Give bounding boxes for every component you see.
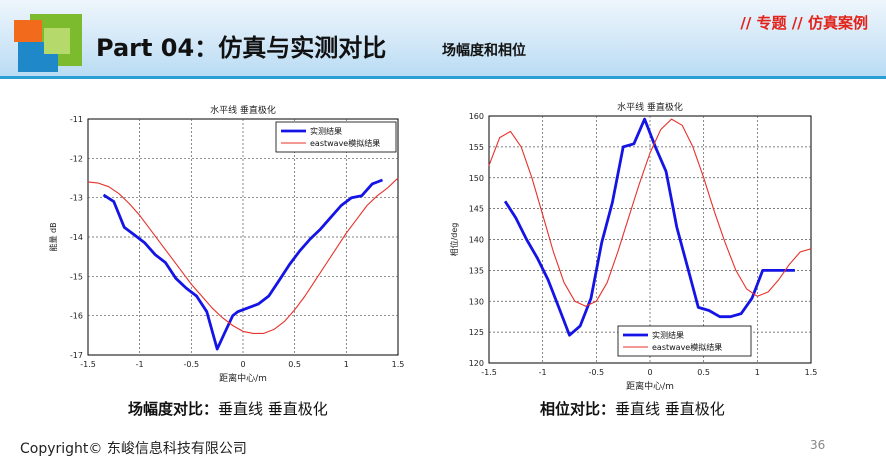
legend-box xyxy=(617,325,752,357)
phase-caption-bold: 相位对比： xyxy=(540,400,616,418)
x-tick-label: 1.5 xyxy=(805,368,818,377)
legend-entry: eastwave模拟结果 xyxy=(310,138,380,148)
y-tick-label: 145 xyxy=(469,205,484,214)
legend-entry: eastwave模拟结果 xyxy=(652,342,722,352)
x-tick-label: -1 xyxy=(136,360,144,369)
y-tick-label: -13 xyxy=(70,194,83,203)
amplitude-caption: 场幅度对比：垂直线 垂直极化 xyxy=(128,398,328,419)
legend-box xyxy=(275,121,397,153)
legend-entry: 实测结果 xyxy=(310,126,342,136)
company-logo xyxy=(14,14,82,72)
page-subtitle: 场幅度和相位 xyxy=(442,43,526,59)
x-tick-label: -1.5 xyxy=(80,360,96,369)
phase-chart: -1.5 -1 -0.5 0 0.5 1 1.5 160 155 150 145 140 135 130 1… xyxy=(449,101,818,392)
series-line-measured xyxy=(102,178,383,351)
x-axis-label: 距离中心/m xyxy=(219,372,267,384)
y-axis-label: 相位/deg xyxy=(449,223,459,257)
y-tick-label: 160 xyxy=(469,112,484,121)
x-tick-label: -1.5 xyxy=(481,368,497,377)
chart-title: 水平线 垂直极化 xyxy=(617,101,683,113)
series-line-measured xyxy=(503,117,795,337)
phase-caption: 相位对比：垂直线 垂直极化 xyxy=(540,398,725,419)
x-tick-label: 0.5 xyxy=(288,360,301,369)
y-tick-label: 125 xyxy=(469,328,484,337)
x-tick-label: 0 xyxy=(240,360,245,369)
y-tick-label: -15 xyxy=(70,272,83,281)
series-line-simulated xyxy=(488,118,812,307)
header-bar: Part 04：仿真与实测对比 场幅度和相位 // 专题 // 仿真案例 xyxy=(0,0,886,78)
y-tick-label: 155 xyxy=(469,143,484,152)
x-tick-label: -0.5 xyxy=(589,368,605,377)
legend-entry: 实测结果 xyxy=(652,330,684,340)
y-tick-label: 130 xyxy=(469,297,484,306)
x-axis-label: 距离中心/m xyxy=(626,380,674,392)
y-tick-label: -16 xyxy=(70,312,83,321)
y-axis-label: 能量 dB xyxy=(48,222,58,251)
x-tick-label: -1 xyxy=(539,368,547,377)
phase-caption-rest: 垂直线 垂直极化 xyxy=(615,400,725,418)
series-line-simulated xyxy=(87,177,399,334)
header-divider xyxy=(0,76,886,79)
chart-title: 水平线 垂直极化 xyxy=(210,104,276,116)
y-tick-label: -11 xyxy=(70,115,83,124)
x-tick-label: 1 xyxy=(755,368,760,377)
y-tick-label: 150 xyxy=(469,174,484,183)
y-tick-label: 140 xyxy=(469,236,484,245)
y-tick-label: -14 xyxy=(70,233,83,242)
y-tick-label: 135 xyxy=(469,266,484,275)
amplitude-caption-rest: 垂直线 垂直极化 xyxy=(218,400,328,418)
x-tick-label: 0 xyxy=(647,368,652,377)
x-tick-label: 1 xyxy=(344,360,349,369)
y-tick-label: 120 xyxy=(469,359,484,368)
y-tick-label: -17 xyxy=(70,351,83,360)
amplitude-caption-bold: 场幅度对比： xyxy=(128,400,219,418)
x-tick-label: 1.5 xyxy=(392,360,405,369)
page-title: Part 04：仿真与实测对比 xyxy=(96,34,387,62)
amplitude-chart: -1.5 -1 -0.5 0 0.5 1 1.5 -11 -12 -13 -14 -15 -16 -17 水… xyxy=(48,104,405,384)
page-number: 36 xyxy=(810,438,826,452)
copyright-text: Copyright© 东峻信息科技有限公司 xyxy=(20,441,247,457)
topic-tag: // 专题 // 仿真案例 xyxy=(740,14,868,32)
y-tick-label: -12 xyxy=(70,154,83,163)
x-tick-label: -0.5 xyxy=(184,360,200,369)
x-tick-label: 0.5 xyxy=(697,368,710,377)
